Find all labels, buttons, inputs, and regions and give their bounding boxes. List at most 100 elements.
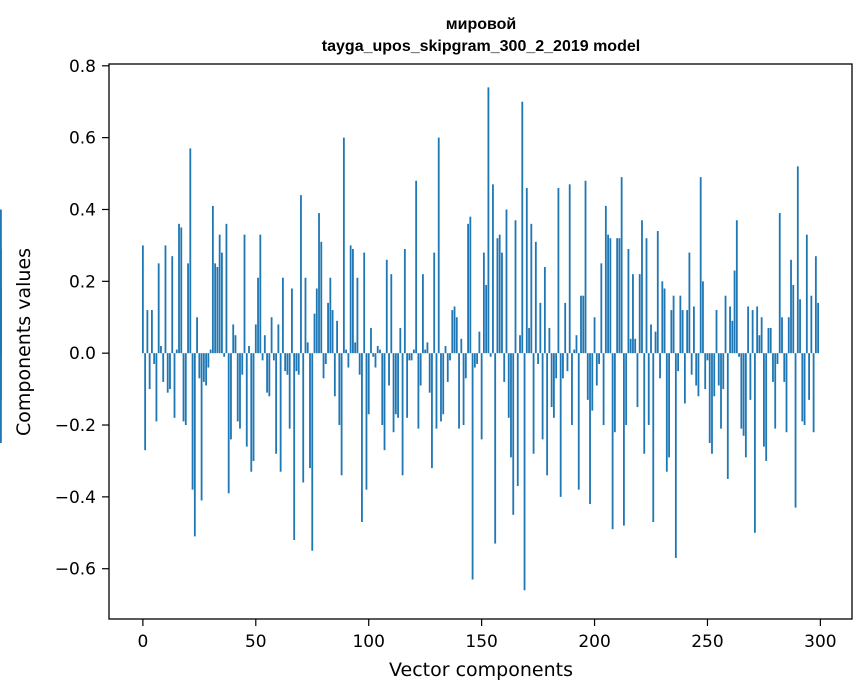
bar-90 (345, 349, 348, 354)
bar-147 (473, 353, 476, 368)
bar-291 (799, 299, 801, 354)
bar-255 (717, 353, 720, 386)
bar-84 (331, 310, 334, 354)
bar-293 (803, 353, 806, 426)
y-tick-label: 0.0 (69, 344, 96, 364)
bar-101 (370, 328, 372, 354)
bar-undefined (0, 299, 2, 354)
chart-subtitle: tayga_upos_skipgram_300_2_2019 model (322, 38, 640, 55)
y-tick-label: 0.4 (69, 200, 96, 220)
bar-105 (379, 349, 381, 354)
bar-72 (304, 277, 307, 354)
bar-170 (525, 187, 528, 354)
bar-241 (686, 310, 689, 354)
y-tick-label: −0.2 (55, 416, 96, 436)
bar-238 (679, 295, 682, 354)
bar-3 (148, 353, 151, 390)
bar-260 (729, 306, 731, 354)
bar-251 (708, 353, 711, 443)
bar-5 (153, 353, 156, 364)
bar-71 (302, 353, 305, 483)
bar-146 (471, 353, 474, 580)
bar-131 (437, 137, 440, 354)
bar-17 (180, 227, 183, 354)
chart-title: мировой (446, 16, 516, 33)
bar-204 (602, 353, 605, 426)
bar-94 (354, 342, 357, 354)
bar-220 (638, 274, 641, 354)
bar-148 (476, 353, 479, 364)
bar-189 (568, 184, 571, 354)
bar-104 (376, 345, 379, 354)
bar-45 (243, 234, 246, 354)
bar-42 (236, 353, 239, 422)
bar-206 (607, 234, 609, 354)
bar-78 (318, 213, 320, 354)
bar-149 (478, 331, 481, 354)
bar-91 (347, 353, 350, 368)
bar-262 (733, 270, 736, 354)
bar-257 (722, 353, 725, 390)
x-tick-label: 250 (691, 632, 723, 652)
bar-128 (431, 353, 433, 469)
bar-211 (618, 238, 621, 354)
bar-281 (776, 353, 779, 364)
bar-215 (627, 249, 630, 354)
bar-88 (340, 353, 343, 476)
bar-157 (496, 238, 499, 354)
bar-28 (205, 353, 208, 386)
bar-166 (516, 353, 519, 487)
bar-60 (277, 324, 280, 354)
bar-194 (580, 295, 582, 354)
bar-95 (356, 277, 359, 354)
x-tick-label: 50 (245, 632, 267, 652)
bar-228 (656, 231, 659, 354)
bar-86 (336, 320, 338, 354)
bar-219 (636, 353, 639, 408)
bar-180 (548, 328, 551, 354)
bar-27 (202, 353, 205, 382)
bar-287 (790, 259, 792, 354)
bar-63 (284, 353, 287, 372)
y-tick-label: 0.6 (69, 129, 96, 149)
x-axis-ticks: 0 50 100 150 200 250 300 (137, 619, 837, 652)
bar-209 (613, 353, 616, 433)
bar-242 (688, 252, 691, 354)
bar-274 (760, 317, 763, 354)
bar-221 (641, 220, 643, 354)
bar-223 (645, 238, 648, 354)
bar-79 (320, 241, 323, 354)
plot-frame (108, 63, 853, 620)
bar-74 (309, 353, 311, 469)
bar-65 (288, 353, 291, 429)
bar-222 (643, 353, 646, 454)
bar-68 (295, 353, 298, 372)
y-axis-ticks: −0.6 −0.4 −0.2 0.0 0.2 0.4 0.6 0.8 (55, 57, 109, 580)
bar-237 (677, 353, 680, 372)
bar-36 (223, 353, 226, 357)
bar-26 (200, 353, 203, 501)
bar-13 (171, 256, 174, 354)
bar-216 (629, 338, 632, 354)
bar-224 (647, 353, 650, 426)
bar-43 (239, 353, 241, 429)
bar-231 (663, 288, 666, 354)
bar-121 (415, 180, 418, 354)
bar-227 (654, 331, 657, 354)
bar-7 (157, 263, 160, 354)
bar-66 (291, 288, 293, 354)
bar-41 (234, 335, 237, 354)
bar-198 (589, 353, 591, 505)
bar-136 (449, 353, 451, 361)
bar-244 (693, 306, 695, 354)
bar-19 (184, 353, 187, 426)
bar-283 (781, 317, 783, 354)
bar-111 (392, 353, 395, 433)
bar-282 (778, 213, 781, 354)
bar-103 (374, 353, 377, 368)
bar-113 (397, 353, 399, 418)
bar-191 (573, 349, 576, 354)
bar-57 (270, 317, 273, 354)
bar-124 (422, 274, 424, 354)
